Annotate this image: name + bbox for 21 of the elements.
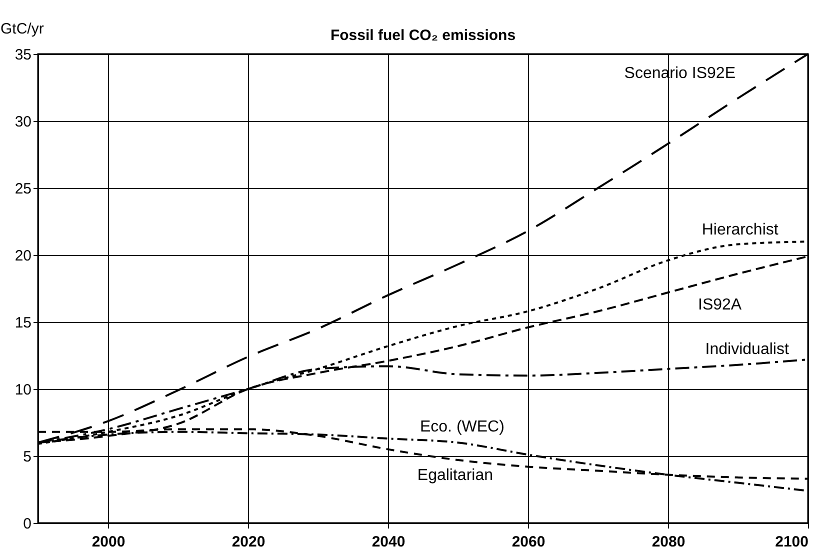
chart-title: Fossil fuel CO₂ emissions [330,27,516,44]
x-tick-label: 2020 [232,534,266,550]
y-tick-label: 10 [14,382,32,398]
y-tick-label: 5 [23,448,32,466]
series-label: IS92A [698,296,742,314]
y-tick-label: 30 [14,114,32,130]
x-tick-label: 2040 [372,534,406,550]
y-tick-label: 35 [14,46,32,64]
y-tick-label: 20 [14,248,32,264]
y-axis-title: GtC/yr [0,20,44,38]
y-tick-label: 0 [23,516,32,532]
series-label: Egalitarian [417,466,494,484]
series-label: Individualist [705,340,790,358]
x-tick-label: 2060 [512,534,546,550]
x-tick-label: 2080 [652,534,686,550]
series-label: Eco. (WEC) [420,418,504,436]
x-tick-label: 2100 [775,534,808,550]
y-tick-label: 15 [14,314,32,332]
y-tick-label: 25 [14,180,32,198]
x-tick-label: 2000 [92,534,126,550]
series-label: Hierarchist [702,222,779,239]
